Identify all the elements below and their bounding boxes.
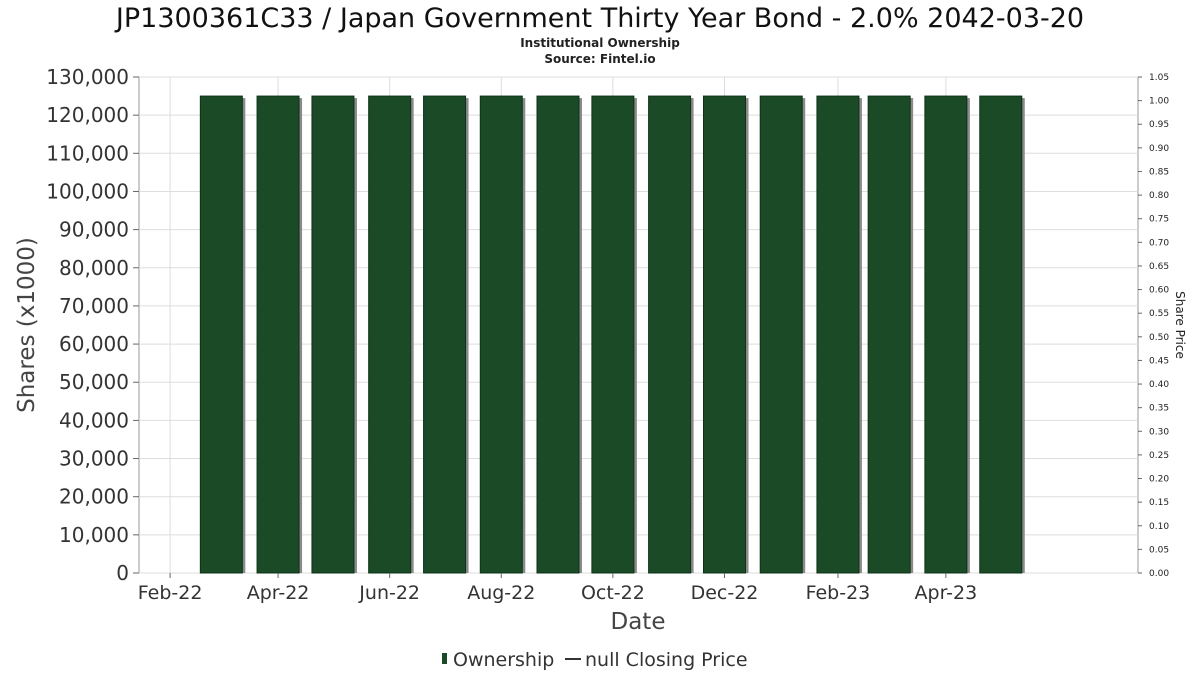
y2-tick-label: 0.05 (1149, 545, 1169, 555)
bar (648, 95, 692, 574)
y2-tick-label: 1.00 (1149, 97, 1169, 107)
chart-title: JP1300361C33 / Japan Government Thirty Y… (114, 3, 1084, 34)
legend: Ownership null Closing Price (442, 649, 748, 671)
bar (311, 95, 355, 574)
bar (867, 95, 911, 574)
plot-area (138, 76, 1139, 574)
y-tick-label: 60,000 (59, 332, 129, 356)
x-tick-label: Feb-23 (806, 582, 871, 604)
y-tick-label: 70,000 (59, 294, 129, 318)
y-tick-label: 20,000 (59, 485, 129, 509)
x-tick-label: Dec-22 (691, 582, 759, 604)
x-tick-label: Aug-22 (467, 582, 535, 604)
bar (702, 95, 746, 574)
y2-tick-label: 0.70 (1149, 238, 1169, 248)
y-tick-label: 50,000 (59, 370, 129, 394)
y2-axis-label: Share Price (1173, 291, 1187, 359)
x-tick-label: Oct-22 (581, 582, 645, 604)
y2-tick-label: 0.45 (1149, 356, 1169, 366)
y2-tick-label: 0.00 (1149, 569, 1169, 579)
x-axis-ticks: Feb-22 Apr-22 Jun-22 Aug-22 Oct-22 Dec-22 Feb-… (138, 573, 977, 604)
y-tick-label: 120,000 (46, 103, 129, 127)
y2-tick-label: 0.85 (1149, 167, 1169, 177)
chart-subtitle-1: Institutional Ownership (520, 36, 680, 50)
y-axis-ticks: 0 10,000 20,000 30,000 40,000 50,000 60,000 70,… (46, 65, 139, 585)
y2-tick-label: 0.65 (1149, 262, 1169, 272)
x-axis-label: Date (611, 609, 666, 635)
y2-tick-label: 0.40 (1149, 380, 1169, 390)
y-tick-label: 30,000 (59, 447, 129, 471)
chart-subtitle-2: Source: Fintel.io (544, 52, 655, 66)
legend-ownership-label: Ownership (453, 649, 554, 671)
y-tick-label: 130,000 (46, 65, 129, 89)
y2-tick-label: 1.05 (1149, 73, 1169, 83)
y-axis-label: Shares (x1000) (14, 237, 40, 413)
bar (479, 95, 523, 574)
bar (536, 95, 580, 574)
y-tick-label: 0 (116, 561, 129, 585)
y2-tick-label: 0.30 (1149, 427, 1169, 437)
y2-tick-label: 0.75 (1149, 215, 1169, 225)
bar (924, 95, 968, 574)
y2-axis-ticks: 0.00 0.05 0.10 0.15 0.20 0.25 0.30 0.35 0.40 0.45… (1138, 73, 1169, 579)
y2-tick-label: 0.50 (1149, 333, 1169, 343)
bar (759, 95, 803, 574)
y2-tick-label: 0.90 (1149, 144, 1169, 154)
bar (591, 95, 635, 574)
legend-ownership-swatch (442, 653, 447, 664)
y2-tick-label: 0.60 (1149, 286, 1169, 296)
legend-price-label: null Closing Price (585, 649, 748, 671)
y2-tick-label: 0.95 (1149, 120, 1169, 130)
y-tick-label: 80,000 (59, 256, 129, 280)
y2-tick-label: 0.55 (1149, 309, 1169, 319)
x-tick-label: Apr-22 (247, 582, 310, 604)
y-tick-label: 10,000 (59, 523, 129, 547)
y2-tick-label: 0.10 (1149, 522, 1169, 532)
y2-tick-label: 0.20 (1149, 475, 1169, 485)
bar (423, 95, 467, 574)
x-tick-label: Feb-22 (138, 582, 203, 604)
bar (368, 95, 412, 574)
x-tick-label: Apr-23 (915, 582, 978, 604)
x-tick-label: Jun-22 (358, 582, 420, 604)
y2-tick-label: 0.80 (1149, 191, 1169, 201)
y-tick-label: 100,000 (46, 179, 129, 203)
bar (199, 95, 243, 574)
bar (979, 95, 1023, 574)
y2-tick-label: 0.25 (1149, 451, 1169, 461)
y-tick-label: 40,000 (59, 408, 129, 432)
y2-tick-label: 0.35 (1149, 404, 1169, 414)
y-tick-label: 110,000 (46, 141, 129, 165)
bar-series (199, 95, 1025, 574)
bar (256, 95, 300, 574)
bar (816, 95, 860, 574)
y-tick-label: 90,000 (59, 218, 129, 242)
y2-tick-label: 0.15 (1149, 498, 1169, 508)
